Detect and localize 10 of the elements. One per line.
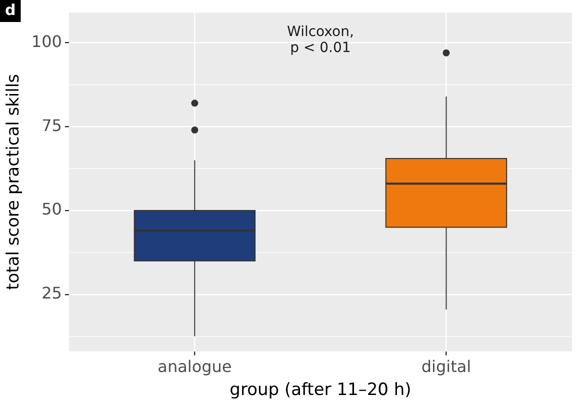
y-tick-label: 100 (31, 32, 62, 51)
y-axis-title: total score practical skills (4, 74, 24, 290)
y-tick-label: 75 (42, 116, 62, 135)
x-tick-label: digital (421, 357, 472, 376)
x-tick-label: analogue (158, 357, 232, 376)
y-tick-label: 25 (42, 284, 62, 303)
y-tick-label: 50 (42, 200, 62, 219)
annotation: Wilcoxon, p < 0.01 (287, 24, 354, 56)
chart-title: d (5, 0, 16, 19)
x-axis-title: group (after 11–20 h) (230, 380, 412, 400)
